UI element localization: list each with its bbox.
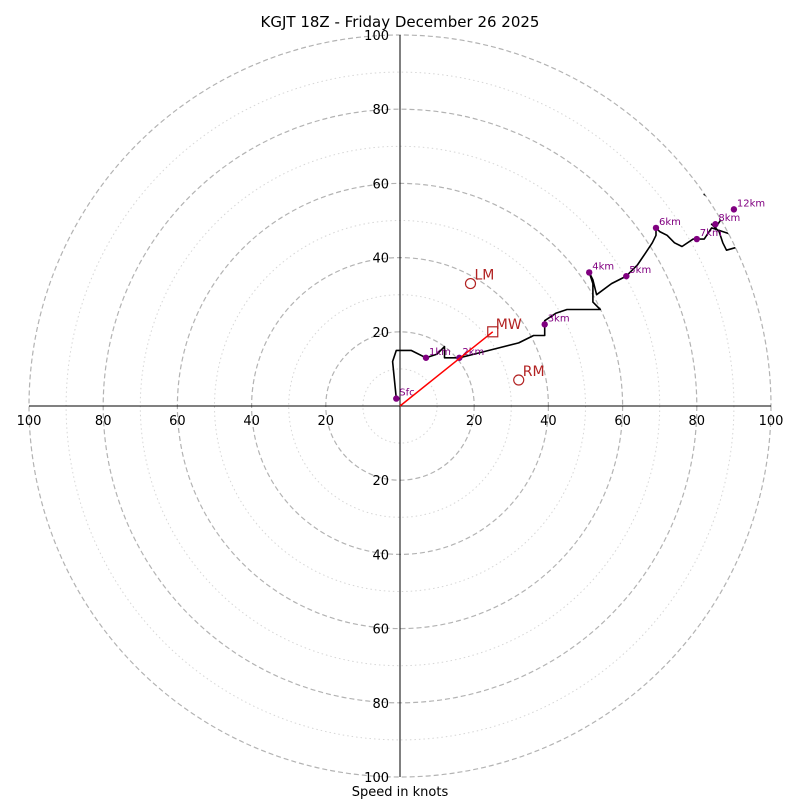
right-mover-marker [513,374,525,386]
height-marker-label: 4km [592,261,614,272]
x-tick-label: 60 [614,414,631,429]
storm-motion: MW LM RM [399,268,545,407]
x-tick-label: 80 [95,414,112,429]
y-tick-label: 60 [372,623,389,638]
mean-wind-vector [399,331,494,407]
x-axis-label: Speed in knots [352,785,449,800]
y-tick-label: 80 [372,697,389,712]
chart-title: KGJT 18Z - Friday December 26 2025 [261,13,540,31]
height-marker-label: 8km [718,213,740,224]
y-tick-label: 100 [364,771,389,786]
height-markers: Sfc 1km 2km 3km 4km 5km 6km 7km 8km 12km [393,198,765,402]
height-marker-label: 6km [659,217,681,228]
left-mover-label: LM [474,268,494,284]
y-tick-label: 40 [372,252,389,267]
y-tick-label: 80 [372,103,389,118]
tick-labels: 100 80 60 40 20 20 40 60 80 100 100 80 60 40 20 20 40 60 8… [17,29,784,786]
height-marker-label: 3km [548,313,570,324]
height-marker-label: Sfc [399,388,414,399]
height-marker-dot [541,321,548,328]
x-tick-label: 40 [243,414,260,429]
height-marker-dot [586,269,593,276]
y-tick-label: 100 [364,29,389,44]
x-tick-label: 100 [759,414,784,429]
x-tick-label: 100 [17,414,42,429]
mean-wind-marker [487,326,499,338]
height-marker-dot [712,221,719,228]
x-tick-label: 80 [689,414,706,429]
height-marker-label: 2km [462,347,484,358]
height-marker-dot [730,206,738,213]
x-tick-label: 60 [169,414,186,429]
height-marker-label: 5km [629,265,651,276]
height-marker-dot [393,395,400,402]
height-marker-label: 7km [700,228,722,239]
left-mover-marker [464,277,477,290]
height-marker-dot [652,224,660,232]
height-marker-label: 1km [429,347,451,358]
x-tick-label: 40 [540,414,557,429]
y-tick-label: 60 [372,177,389,192]
x-tick-label: 20 [466,414,483,429]
height-marker-label: 12km [737,198,765,209]
mean-wind-label: MW [496,317,522,333]
height-marker-dot [422,354,430,361]
x-tick-label: 20 [318,414,335,429]
y-tick-label: 20 [372,474,389,489]
height-marker-dot [623,272,630,280]
y-tick-label: 20 [372,326,389,341]
height-marker-dot [693,235,700,243]
right-mover-label: RM [523,364,545,380]
y-tick-label: 40 [372,548,389,563]
